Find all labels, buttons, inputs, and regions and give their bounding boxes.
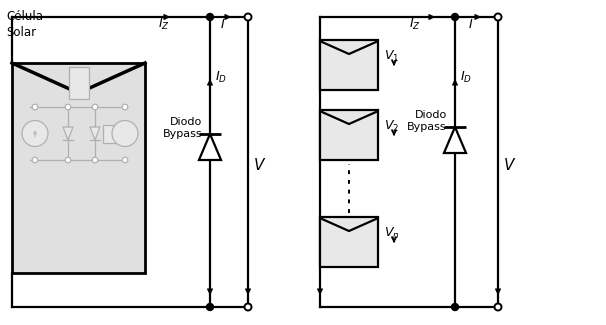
Bar xyxy=(320,110,378,160)
Polygon shape xyxy=(63,127,73,140)
Circle shape xyxy=(451,304,459,310)
Circle shape xyxy=(32,104,38,110)
Text: $I$: $I$ xyxy=(220,18,225,31)
Circle shape xyxy=(122,157,128,163)
Circle shape xyxy=(244,14,251,20)
Circle shape xyxy=(494,14,502,20)
Text: $I_Z$: $I_Z$ xyxy=(409,17,421,32)
Circle shape xyxy=(65,157,71,163)
Text: $V$: $V$ xyxy=(253,157,266,173)
Bar xyxy=(320,40,378,90)
Circle shape xyxy=(207,14,213,20)
Text: $I_Z$: $I_Z$ xyxy=(158,17,170,32)
Polygon shape xyxy=(444,127,466,153)
Circle shape xyxy=(451,14,459,20)
Circle shape xyxy=(32,157,38,163)
Polygon shape xyxy=(90,127,100,140)
Text: $I_D$: $I_D$ xyxy=(460,70,472,85)
Bar xyxy=(103,124,117,142)
Circle shape xyxy=(122,104,128,110)
Text: $V$: $V$ xyxy=(503,157,516,173)
Circle shape xyxy=(92,157,98,163)
Text: Célula
Solar: Célula Solar xyxy=(6,10,43,39)
Polygon shape xyxy=(199,134,221,160)
Text: $V_1$: $V_1$ xyxy=(384,49,399,64)
Circle shape xyxy=(244,304,251,310)
Text: $I$: $I$ xyxy=(468,18,473,31)
Bar xyxy=(12,63,145,273)
Circle shape xyxy=(207,304,213,310)
Text: $V_2$: $V_2$ xyxy=(384,119,399,134)
Bar xyxy=(320,217,378,267)
Circle shape xyxy=(494,304,502,310)
Circle shape xyxy=(22,121,48,147)
Text: $V_n$: $V_n$ xyxy=(384,226,399,241)
Text: Diodo
Bypass: Diodo Bypass xyxy=(407,110,447,132)
Circle shape xyxy=(112,121,138,147)
Text: $I_D$: $I_D$ xyxy=(215,70,227,85)
Circle shape xyxy=(65,104,71,110)
Circle shape xyxy=(92,104,98,110)
Text: Diodo
Bypass: Diodo Bypass xyxy=(162,117,202,139)
Bar xyxy=(68,67,88,99)
